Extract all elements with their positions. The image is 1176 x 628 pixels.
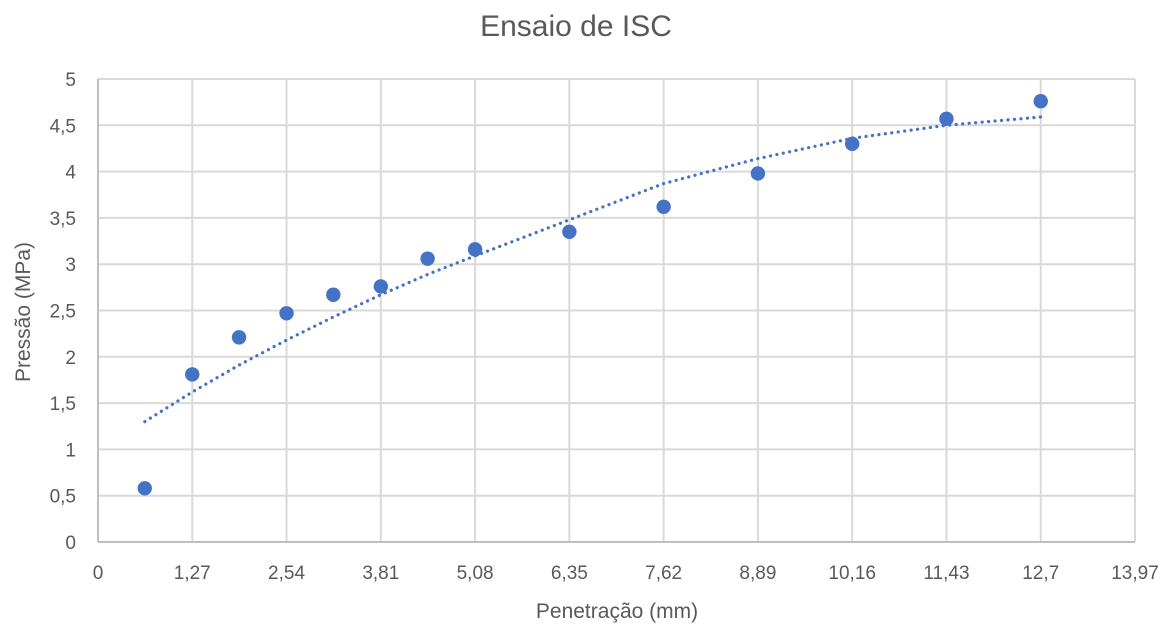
y-tick-labels: 0 0,5 1 1,5 2 2,5 3 3,5 4 4,5 5 [50,70,77,554]
data-point [185,367,200,382]
data-point [467,242,483,257]
trendline-layer [143,115,1043,424]
x-tick-label: 3,81 [362,563,399,584]
trendline [143,115,1043,424]
x-tick-label: 13,97 [1111,563,1159,584]
x-axis-label: Penetração (mm) [536,600,698,623]
data-point [939,111,954,127]
y-tick-label: 1 [65,440,76,461]
x-tick-labels: 0 1,27 2,54 3,81 5,08 6,35 7,62 8,89 10,16 11,43 1… [93,563,1159,584]
data-point [326,287,341,302]
x-tick-label: 11,43 [923,563,969,584]
x-tick-label: 7,62 [645,563,682,584]
data-point [750,166,766,181]
y-tick-label: 4,5 [50,116,76,137]
gridlines [98,78,1136,542]
x-tick-label: 6,35 [551,563,588,584]
data-point [231,330,247,345]
data-point [373,279,389,294]
data-point [279,306,294,321]
y-tick-label: 3,5 [50,209,76,230]
data-point [844,136,860,152]
data-points [137,94,1048,496]
y-tick-label: 5 [65,70,76,91]
x-tick-label: 8,89 [739,563,776,584]
x-tick-label: 10,16 [828,563,876,584]
chart-title: Ensaio de ISC [480,10,672,43]
x-tick-label: 2,54 [268,563,305,584]
y-tick-label: 0,5 [50,487,76,508]
x-tick-label: 5,08 [457,563,494,584]
axes [97,79,1135,543]
data-point [420,251,435,266]
y-tick-label: 2 [65,348,76,369]
data-point [137,481,152,496]
y-tick-label: 1,5 [50,394,76,415]
y-tick-label: 3 [65,255,76,276]
x-tick-label: 0 [93,563,104,584]
data-point [562,224,577,239]
x-tick-label: 12,7 [1022,563,1059,584]
y-tick-label: 0 [65,533,76,554]
y-tick-label: 2,5 [50,302,76,323]
x-tick-label: 1,27 [174,563,211,584]
data-point [1033,94,1048,109]
data-point [656,199,671,214]
y-axis-label: Pressão (MPa) [12,242,35,382]
y-tick-label: 4 [65,163,76,184]
